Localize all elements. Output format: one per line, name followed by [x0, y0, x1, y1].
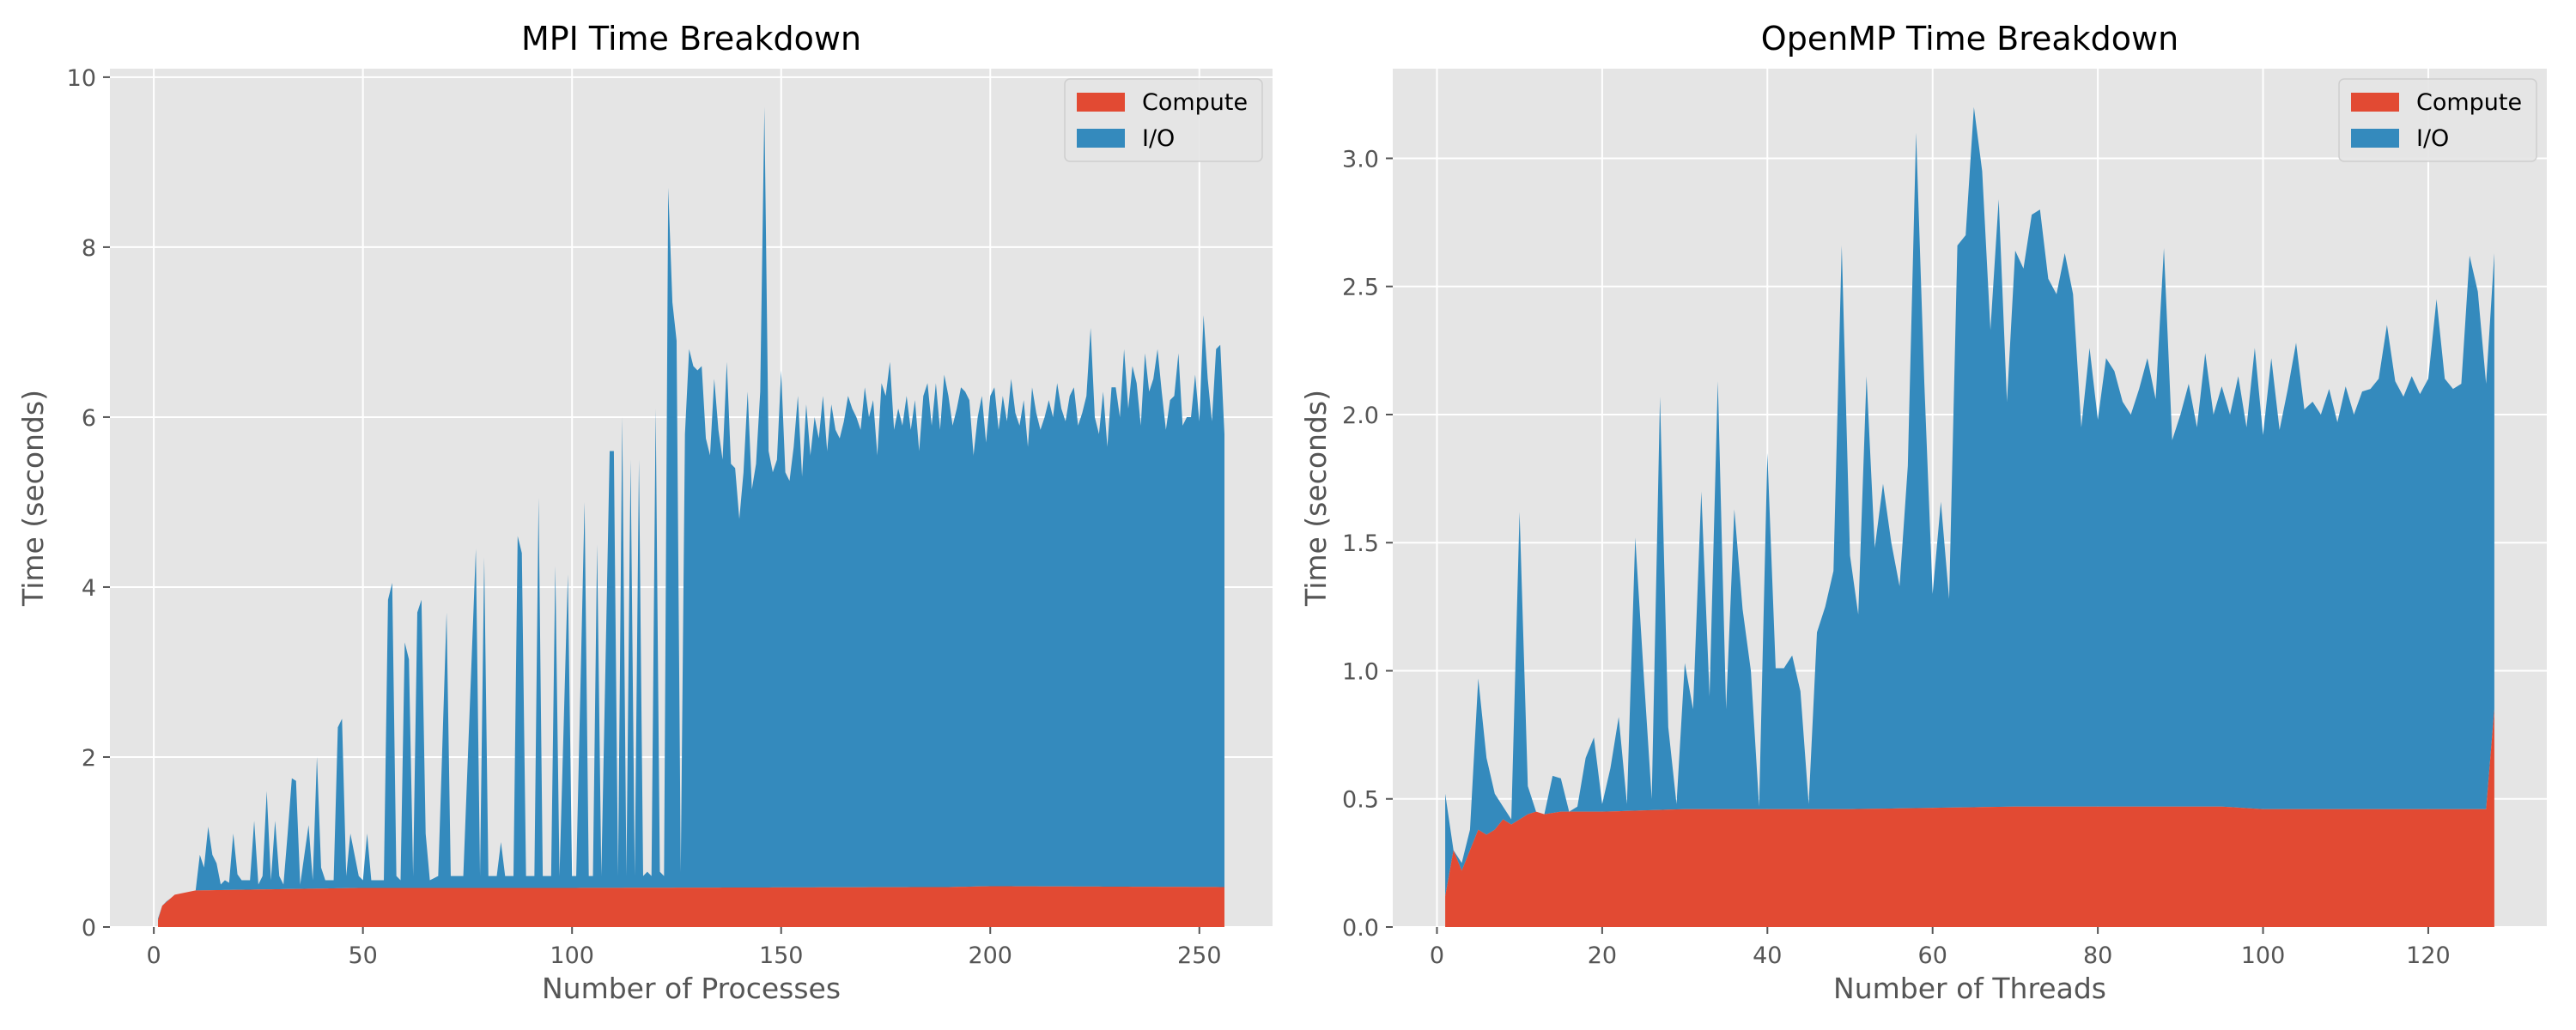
openmp-y-tick-label: 0.0 [1342, 915, 1379, 942]
mpi-y-tick-label: 10 [67, 65, 96, 92]
openmp-io-area [1445, 106, 2494, 897]
openmp-legend-label-io: I/O [2416, 125, 2449, 152]
openmp-legend-swatch-io [2351, 129, 2399, 148]
openmp-legend-label-compute: Compute [2416, 89, 2522, 116]
mpi-y-tick-label: 6 [82, 405, 96, 432]
openmp-x-tick-label: 120 [2406, 942, 2451, 969]
mpi-x-tick-label: 100 [550, 942, 594, 969]
openmp-y-tick-label: 1.0 [1342, 658, 1379, 685]
openmp-x-tick-label: 40 [1753, 942, 1782, 969]
openmp-y-axis-label: Time (seconds) [1299, 390, 1333, 607]
mpi-chart-title: MPI Time Breakdown [521, 20, 861, 58]
openmp-x-tick-label: 80 [2083, 942, 2112, 969]
mpi-x-tick-label: 200 [968, 942, 1012, 969]
openmp-y-tick-label: 2.0 [1342, 403, 1379, 429]
mpi-x-tick-label: 50 [348, 942, 377, 969]
openmp-x-tick-label: 0 [1430, 942, 1444, 969]
mpi-x-tick-label: 250 [1177, 942, 1222, 969]
openmp-x-tick-label: 60 [1918, 942, 1947, 969]
mpi-legend-swatch-compute [1077, 93, 1125, 112]
mpi-y-tick-label: 4 [82, 575, 96, 602]
mpi-y-tick-label: 8 [82, 235, 96, 262]
mpi-x-tick-label: 0 [147, 942, 161, 969]
openmp-y-tick-label: 2.5 [1342, 275, 1379, 301]
openmp-x-tick-label: 20 [1588, 942, 1617, 969]
mpi-legend-label-compute: Compute [1142, 89, 1248, 116]
mpi-x-tick-label: 150 [759, 942, 804, 969]
openmp-compute-area [1445, 709, 2494, 927]
mpi-y-tick-label: 0 [82, 915, 96, 942]
openmp-y-tick-label: 3.0 [1342, 146, 1379, 173]
openmp-chart-panel: 0 20 40 60 80 100 120 0.0 0.5 1.0 1.5 2.0 2.5 3.0 Open… [1299, 20, 2547, 1005]
mpi-x-axis-label: Number of Processes [542, 972, 841, 1005]
mpi-chart-panel: 0 50 100 150 200 250 0 2 4 6 8 10 MPI Time Breakdown… [16, 20, 1273, 1005]
mpi-y-tick-label: 2 [82, 745, 96, 772]
openmp-y-tick-label: 0.5 [1342, 787, 1379, 814]
openmp-chart-title: OpenMP Time Breakdown [1761, 20, 2178, 58]
openmp-x-tick-label: 100 [2241, 942, 2286, 969]
openmp-legend-swatch-compute [2351, 93, 2399, 112]
mpi-legend-swatch-io [1077, 129, 1125, 148]
mpi-y-axis-label: Time (seconds) [16, 390, 50, 607]
openmp-x-axis-label: Number of Threads [1833, 972, 2106, 1005]
openmp-y-tick-label: 1.5 [1342, 530, 1379, 557]
mpi-io-area [158, 106, 1224, 921]
mpi-compute-area [158, 886, 1224, 927]
mpi-legend-label-io: I/O [1142, 125, 1175, 152]
